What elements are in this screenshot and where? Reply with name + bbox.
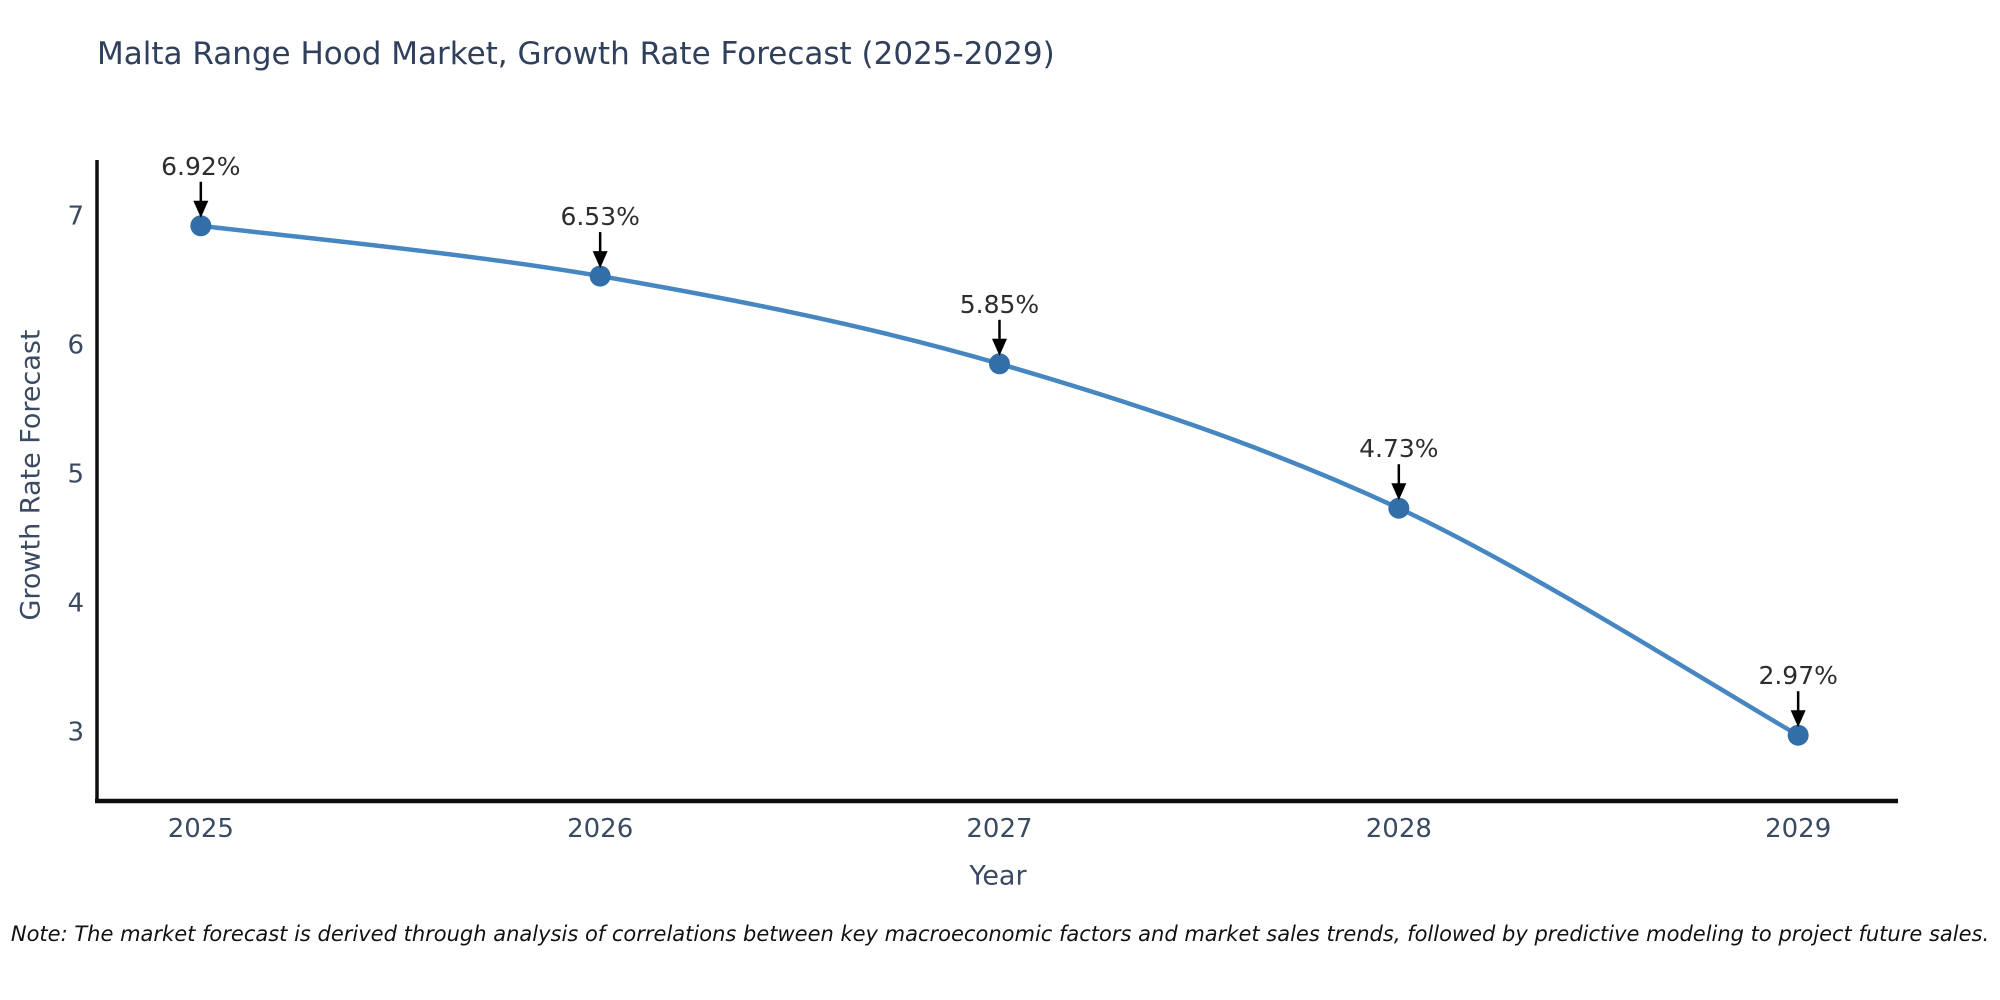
y-axis-label: Growth Rate Forecast — [15, 329, 47, 621]
x-axis-label: Year — [969, 860, 1027, 892]
y-tick-label: 5 — [67, 459, 84, 489]
y-tick-label: 4 — [67, 588, 84, 618]
x-tick-label: 2026 — [567, 814, 633, 844]
annotation-arrow-head — [592, 251, 608, 269]
data-point — [190, 215, 212, 237]
y-tick-label: 6 — [67, 330, 84, 360]
y-tick-label: 3 — [67, 717, 84, 747]
data-point — [1388, 497, 1410, 519]
data-point-label: 2.97% — [1758, 661, 1837, 690]
chart-title: Malta Range Hood Market, Growth Rate For… — [97, 36, 1055, 72]
data-point-label: 5.85% — [960, 290, 1039, 319]
data-point — [1787, 724, 1809, 746]
data-point-label: 4.73% — [1359, 434, 1438, 463]
x-tick-label: 2029 — [1765, 814, 1831, 844]
data-point — [589, 265, 611, 287]
annotation-arrow-head — [1391, 483, 1407, 501]
x-tick-label: 2027 — [966, 814, 1032, 844]
footnote: Note: The market forecast is derived thr… — [10, 922, 1990, 946]
annotation-arrow-head — [1790, 710, 1806, 728]
x-tick-label: 2028 — [1366, 814, 1432, 844]
y-tick-label: 7 — [67, 201, 84, 231]
x-tick-label: 2025 — [168, 814, 234, 844]
annotation-arrow-head — [991, 338, 1007, 356]
data-point — [988, 353, 1010, 375]
data-point-label: 6.92% — [161, 152, 240, 181]
data-point-label: 6.53% — [560, 202, 639, 231]
annotation-arrow-head — [193, 200, 209, 218]
